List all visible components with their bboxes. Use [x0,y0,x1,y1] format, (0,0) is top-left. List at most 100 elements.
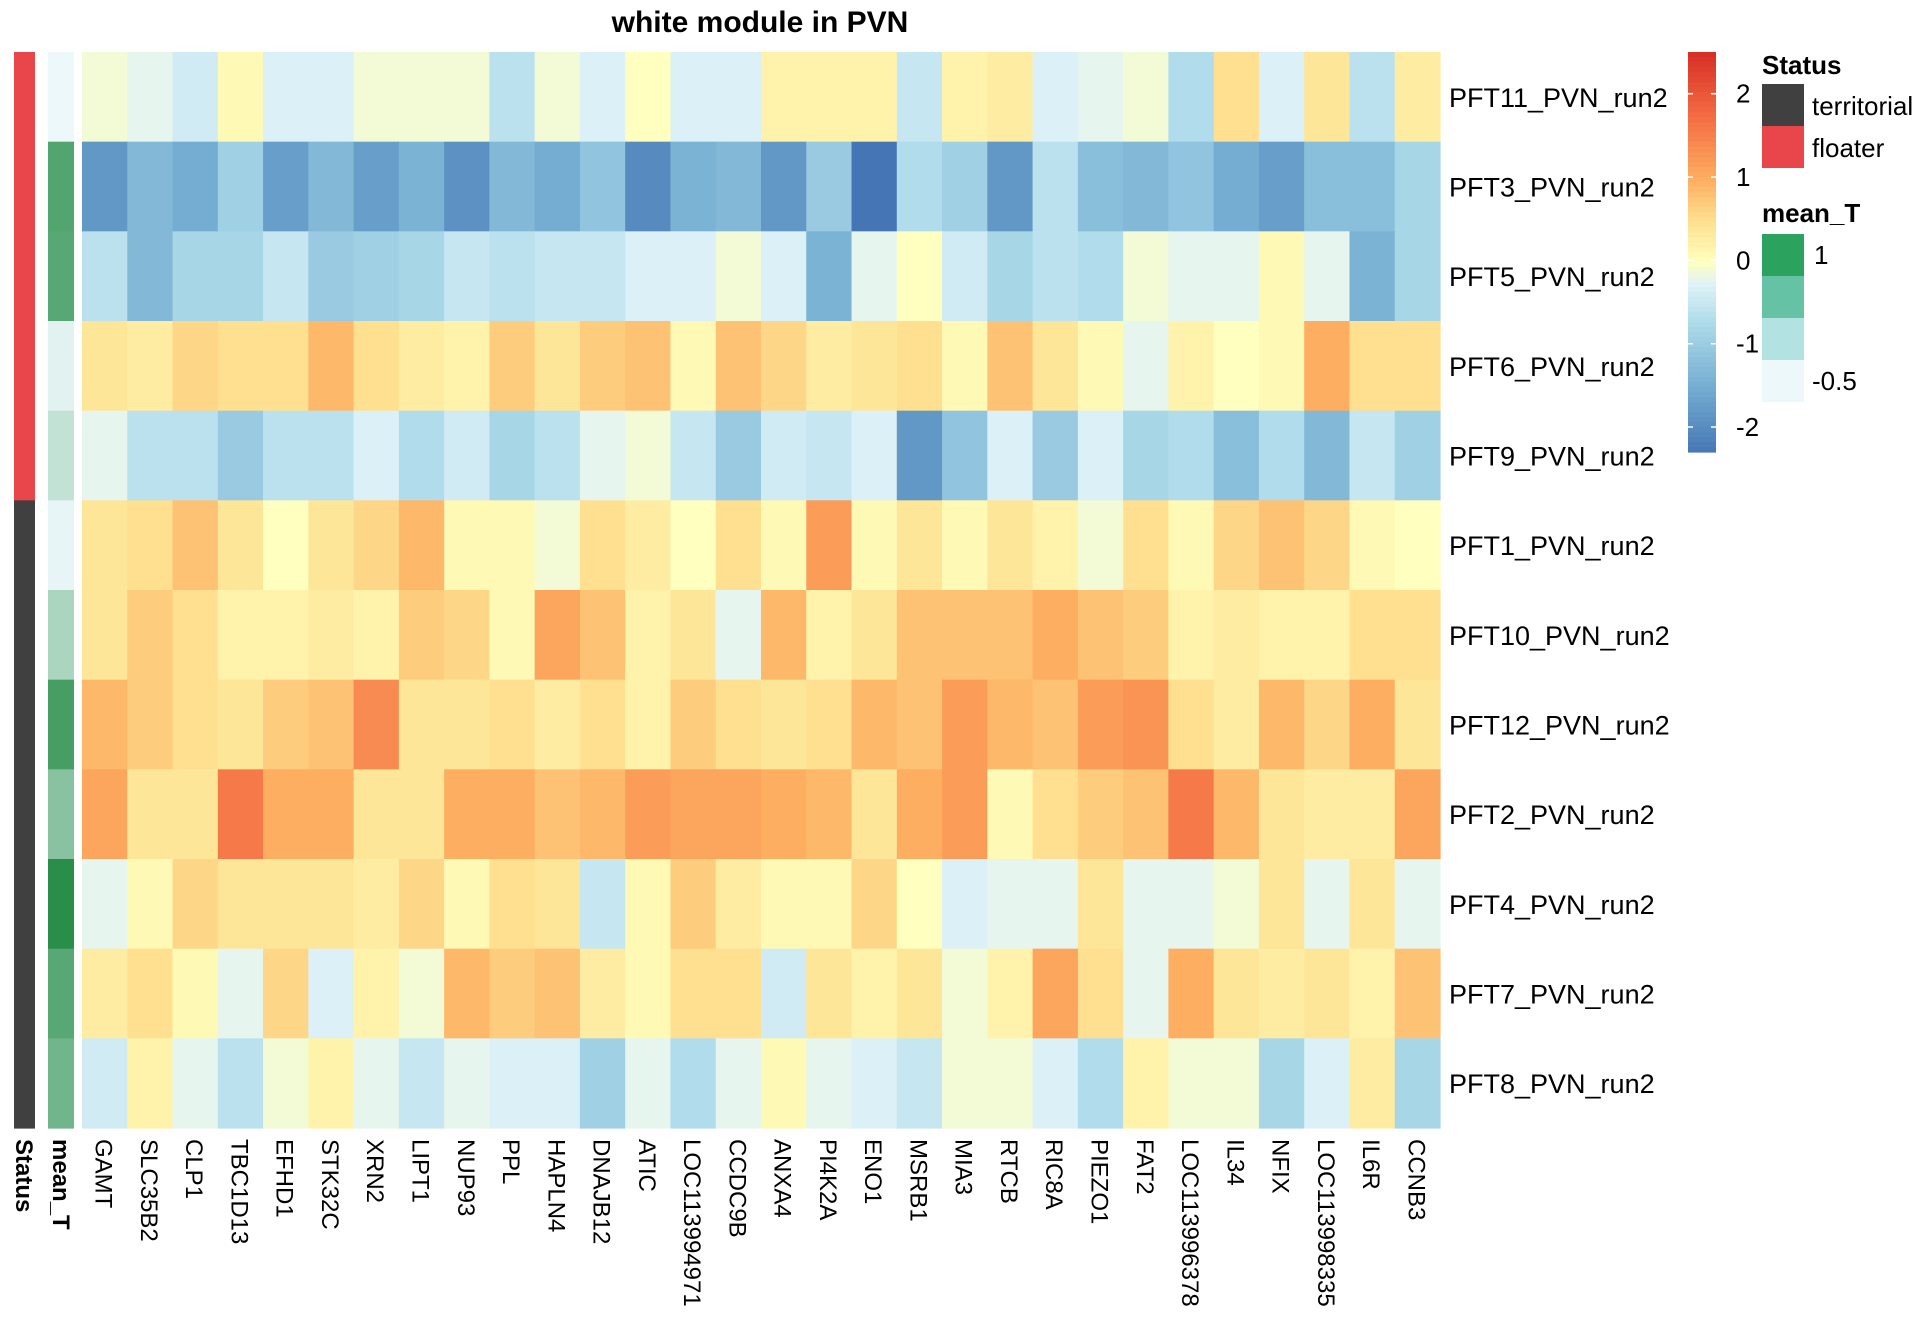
colorbar-segment [1688,102,1716,108]
mean-t-annotation-cell [48,52,74,143]
column-label: ANXA4 [769,1139,796,1218]
heatmap-cell [127,590,174,681]
chart-title: white module in PVN [611,6,909,39]
heatmap-cell [1168,231,1215,322]
column-label: TBC1D13 [225,1139,252,1244]
column-label: IL6R [1357,1139,1384,1190]
column-label: CCNB3 [1402,1139,1429,1220]
heatmap-cell [625,679,672,770]
heatmap-cell [1304,1038,1351,1129]
heatmap-cell [217,859,264,950]
heatmap-cell [579,231,626,322]
heatmap-cell [625,590,672,681]
column-label: LOC113996378 [1176,1139,1203,1307]
heatmap-cell [896,410,943,501]
heatmap-cell [127,231,174,322]
heatmap-cell [1123,859,1169,950]
heatmap-cell [489,948,536,1039]
heatmap-cell [896,948,943,1039]
heatmap-cell [217,410,264,501]
heatmap-cell [82,679,128,770]
heatmap-cell [1213,769,1260,860]
heatmap-cell [353,948,400,1039]
colorbar-segment [1688,57,1716,63]
heatmap-cell [851,410,898,501]
heatmap-cell [715,321,762,412]
colorbar-segment [1688,182,1716,188]
heatmap-cell [353,141,400,232]
heatmap-cell [489,321,536,412]
status-annotation-cell [14,141,35,232]
heatmap-cell [1032,231,1079,322]
mean-t-legend-title: mean_T [1762,198,1860,228]
heatmap-cell [851,52,898,143]
heatmap-cell [398,769,445,860]
mean-t-annotation-cell [48,321,74,412]
colorbar-segment [1688,97,1716,103]
heatmap-cell [987,141,1034,232]
heatmap-cell [625,500,672,591]
colorbar-segment [1688,62,1716,68]
column-label: LOC113998335 [1312,1139,1339,1307]
colorbar-tick-label: -1 [1736,329,1759,359]
colorbar-segment [1688,297,1716,303]
colorbar-segment [1688,212,1716,218]
heatmap-cell [670,590,717,681]
heatmap-cell [172,1038,219,1129]
colorbar-segment [1688,347,1716,353]
column-label: DNAJB12 [588,1139,615,1244]
heatmap-cell [444,321,490,412]
heatmap-cell [806,410,853,501]
heatmap-cell [172,141,219,232]
mean-t-annotation-cell [48,141,74,232]
heatmap-cell [1032,948,1079,1039]
status-legend-title: Status [1762,50,1841,80]
status-track-label: Status [10,1139,37,1212]
heatmap-cell [534,948,581,1039]
heatmap-cell [127,769,174,860]
heatmap-cell [263,859,309,950]
heatmap-cell [1304,948,1351,1039]
heatmap-cell [1032,679,1079,770]
heatmap-cell [987,590,1034,681]
heatmap-cell [353,52,400,143]
mean-t-legend-swatch [1762,360,1804,402]
row-label: PFT11_PVN_run2 [1449,83,1668,113]
row-label: PFT3_PVN_run2 [1449,173,1655,203]
mean-t-annotation-cell [48,410,74,501]
colorbar-segment [1688,427,1716,433]
colorbar-segment [1688,292,1716,298]
heatmap-cell [670,410,717,501]
heatmap-cell [1168,859,1215,950]
heatmap-cell [625,948,672,1039]
heatmap-cell [217,231,264,322]
colorbar-segment [1688,87,1716,93]
colorbar-segment [1688,302,1716,308]
heatmap-cell [1123,410,1169,501]
heatmap-cell [806,1038,853,1129]
heatmap-cell [308,231,355,322]
heatmap-cell [1258,52,1305,143]
mean-t-annotation-cell [48,679,74,770]
heatmap-cell [534,679,581,770]
heatmap-cell [761,679,807,770]
mean-t-annotation-cell [48,1038,74,1129]
heatmap-cell [398,1038,445,1129]
heatmap-cell [444,679,490,770]
heatmap-cell [1394,590,1441,681]
mean-t-legend: mean_T 1 -0.5 [1762,198,1860,402]
heatmap-cell [670,948,717,1039]
colorbar-segment [1688,337,1716,343]
heatmap-cell [806,141,853,232]
heatmap-cell [263,948,309,1039]
heatmap-cell [942,141,988,232]
heatmap-cell [579,321,626,412]
heatmap-cell [761,141,807,232]
heatmap-cell [1123,948,1169,1039]
heatmap-cell [625,52,672,143]
heatmap-cell [1032,141,1079,232]
heatmap-cell [263,500,309,591]
colorbar-segment [1688,247,1716,253]
heatmap-cell [761,590,807,681]
